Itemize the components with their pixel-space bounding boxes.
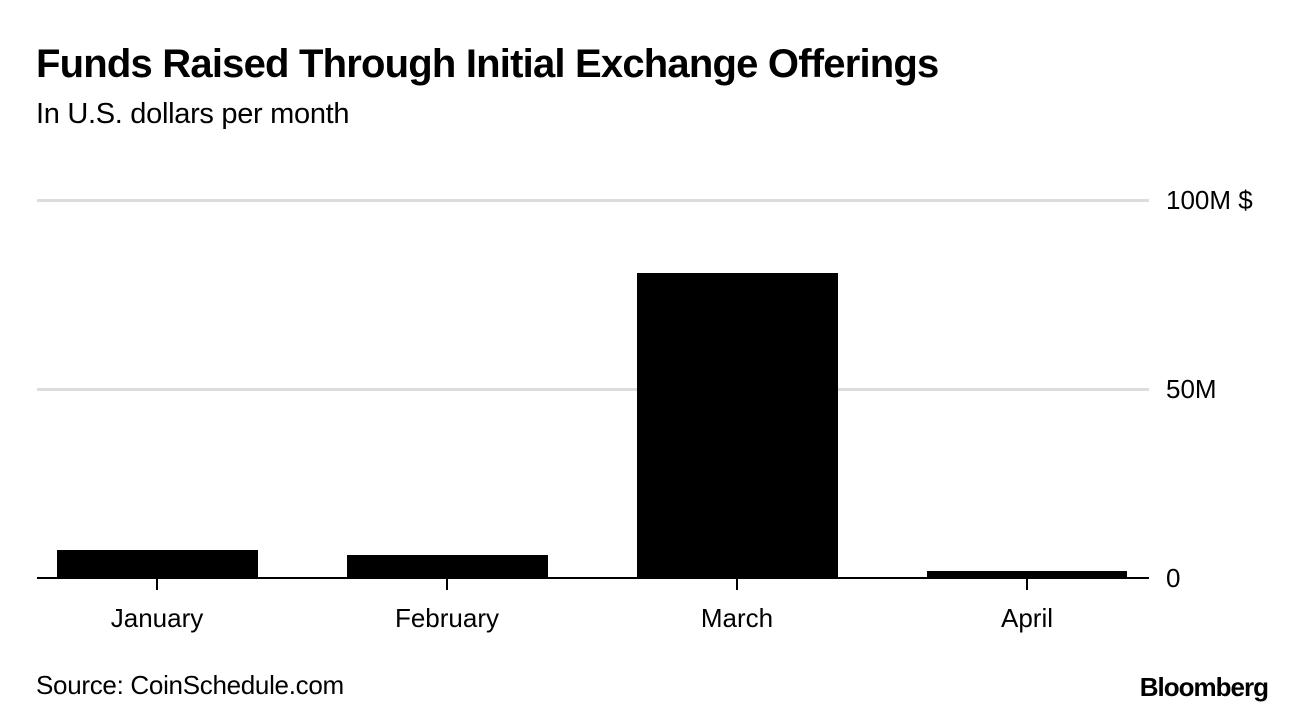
bloomberg-logo: Bloomberg: [1139, 672, 1269, 702]
y-tick-label-100m: 100M $: [1166, 185, 1253, 215]
x-tick-january: [156, 578, 158, 590]
y-tick-label-50m: 50M: [1166, 374, 1217, 404]
x-label-january: January: [110, 603, 204, 633]
chart-subtitle: In U.S. dollars per month: [36, 98, 350, 130]
gridline-100m: [37, 199, 1149, 202]
x-tick-march: [736, 578, 738, 590]
x-label-march: March: [700, 603, 774, 633]
bar-march: [637, 273, 838, 578]
gridline-50m: [37, 388, 1149, 391]
x-tick-february: [446, 578, 448, 590]
chart-title: Funds Raised Through Initial Exchange Of…: [36, 42, 939, 86]
x-tick-april: [1026, 578, 1028, 590]
x-label-february: February: [394, 603, 500, 633]
bar-january: [57, 550, 258, 578]
bar-february: [347, 555, 548, 578]
source-note: Source: CoinSchedule.com: [36, 670, 344, 700]
x-axis-baseline: [37, 577, 1149, 579]
bar-april: [927, 571, 1127, 578]
x-label-april: April: [1000, 603, 1053, 633]
y-tick-label-0: 0: [1166, 563, 1181, 593]
